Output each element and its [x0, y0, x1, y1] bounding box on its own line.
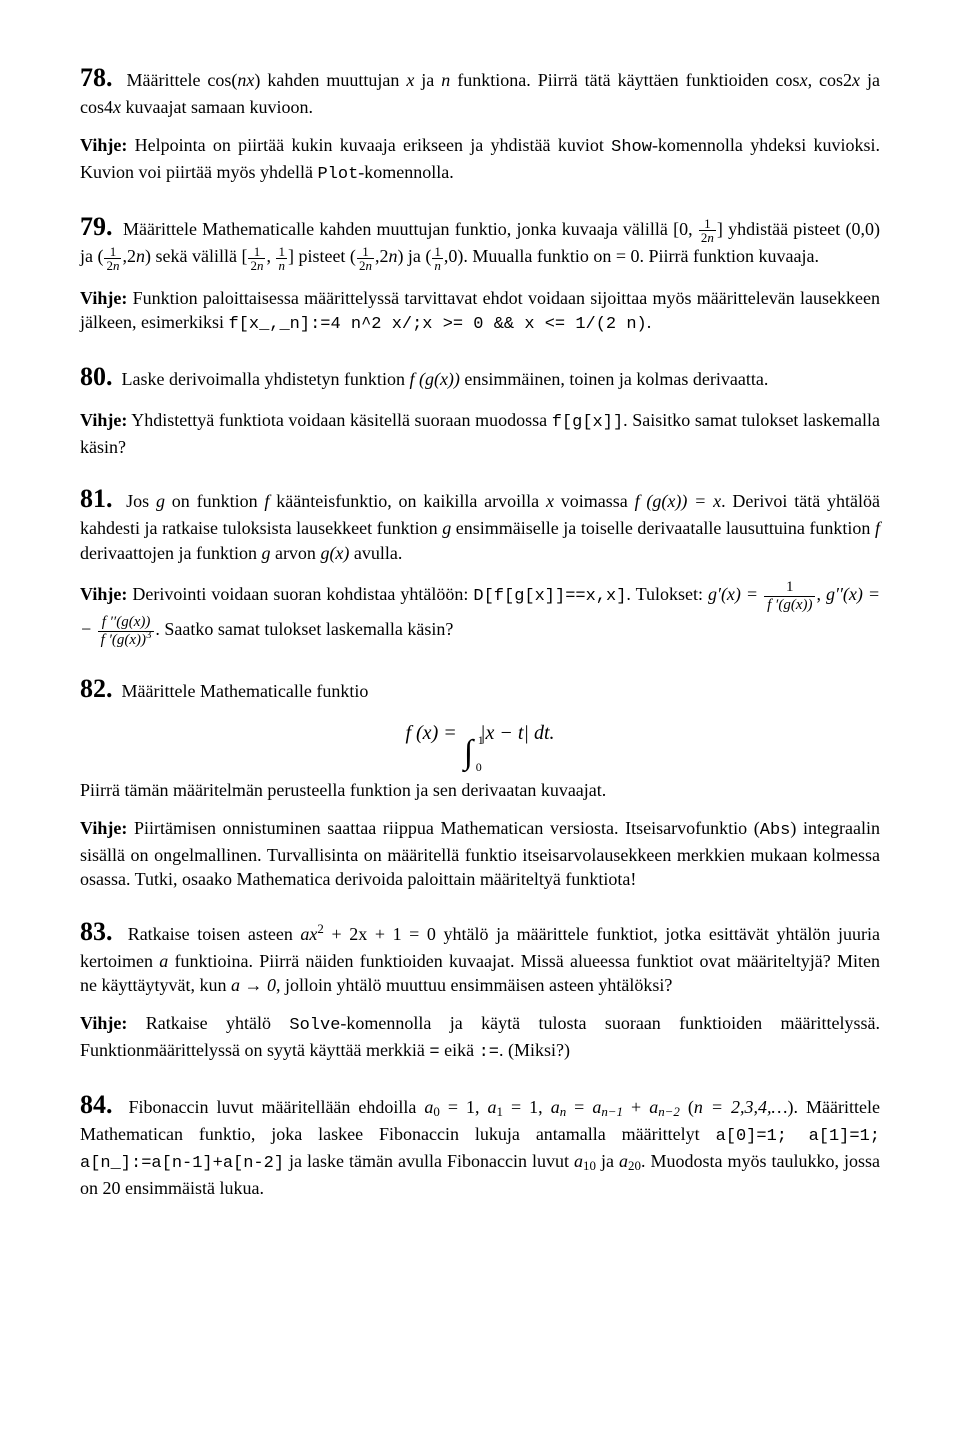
exercise-number: 84.	[80, 1090, 113, 1119]
exercise-82: 82. Määrittele Mathematicalle funktio f …	[80, 671, 880, 892]
exercise-78-text: 78. Määrittele cos(nx) kahden muuttujan …	[80, 60, 880, 119]
exercise-81-text: 81. Jos g on funktion f käänteisfunktio,…	[80, 481, 880, 565]
exercise-81: 81. Jos g on funktion f käänteisfunktio,…	[80, 481, 880, 649]
fraction: 12n	[699, 217, 716, 244]
display-equation: f (x) = ∫01 |x − t| dt.	[80, 720, 880, 770]
exercise-number: 80.	[80, 362, 113, 391]
exercise-number: 81.	[80, 484, 113, 513]
exercise-80-hint: Vihje: Yhdistettyä funktiota voidaan käs…	[80, 408, 880, 459]
exercise-81-hint: Vihje: Derivointi voidaan suoran kohdist…	[80, 579, 880, 649]
exercise-79-text: 79. Määrittele Mathematicalle kahden muu…	[80, 209, 880, 271]
fraction: 1f ′(g(x))	[764, 579, 815, 614]
exercise-number: 78.	[80, 63, 113, 92]
exercise-79-hint: Vihje: Funktion paloittaisessa määrittel…	[80, 286, 880, 337]
exercise-78-hint: Vihje: Helpointa on piirtää kukin kuvaaj…	[80, 133, 880, 187]
exercise-82-hint: Vihje: Piirtämisen onnistuminen saattaa …	[80, 816, 880, 892]
exercise-80-text: 80. Laske derivoimalla yhdistetyn funkti…	[80, 359, 880, 394]
exercise-84: 84. Fibonaccin luvut määritellään ehdoil…	[80, 1087, 880, 1200]
exercise-78: 78. Määrittele cos(nx) kahden muuttujan …	[80, 60, 880, 187]
fraction: f ′′(g(x))f ′(g(x))3	[98, 614, 155, 649]
exercise-number: 82.	[80, 674, 113, 703]
exercise-84-text: 84. Fibonaccin luvut määritellään ehdoil…	[80, 1087, 880, 1200]
exercise-number: 83.	[80, 917, 113, 946]
exercise-82-text2: Piirrä tämän määritelmän perusteella fun…	[80, 778, 880, 802]
exercise-83-hint: Vihje: Ratkaise yhtälö Solve-komennolla …	[80, 1011, 880, 1065]
exercise-83-text: 83. Ratkaise toisen asteen ax2 + 2x + 1 …	[80, 914, 880, 998]
exercise-number: 79.	[80, 212, 113, 241]
exercise-80: 80. Laske derivoimalla yhdistetyn funkti…	[80, 359, 880, 459]
exercise-83: 83. Ratkaise toisen asteen ax2 + 2x + 1 …	[80, 914, 880, 1066]
exercise-79: 79. Määrittele Mathematicalle kahden muu…	[80, 209, 880, 337]
integral-sign: ∫01	[464, 736, 473, 770]
exercise-82-text: 82. Määrittele Mathematicalle funktio	[80, 671, 880, 706]
